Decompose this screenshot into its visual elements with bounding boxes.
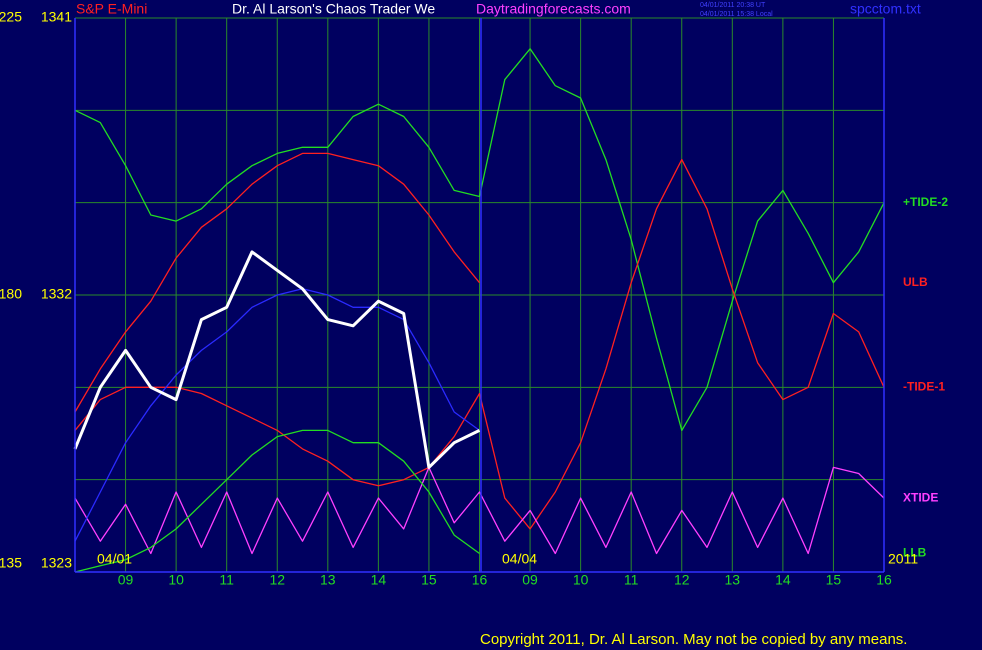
x-tick-label: 09 xyxy=(522,572,538,588)
y2-tick-label: 1332 xyxy=(41,286,72,302)
y2-tick-label: 1323 xyxy=(41,555,72,571)
x-tick-label: 10 xyxy=(573,572,589,588)
year-label: 2011 xyxy=(888,551,918,567)
x-tick-label: 14 xyxy=(371,572,387,588)
x-tick-label: 13 xyxy=(320,572,336,588)
x-tick-label: 12 xyxy=(674,572,690,588)
site: Daytradingforecasts.com xyxy=(476,1,631,17)
series-label: -TIDE-1 xyxy=(903,380,945,394)
series-label: XTIDE xyxy=(903,490,938,504)
timestamp-local: 04/01/2011 15:38 Local xyxy=(700,11,773,18)
series-line xyxy=(74,158,885,530)
x-tick-label: 15 xyxy=(421,572,437,588)
series-label: +TIDE-2 xyxy=(903,195,948,209)
x-tick-label: 10 xyxy=(168,572,184,588)
x-tick-label: 11 xyxy=(624,572,639,588)
series-line xyxy=(74,429,480,573)
copyright: Copyright 2011, Dr. Al Larson. May not b… xyxy=(480,631,907,648)
y2-tick-label: 1341 xyxy=(41,9,72,25)
series-line xyxy=(74,48,885,432)
instrument: S&P E-Mini xyxy=(76,1,147,17)
series-line xyxy=(74,152,481,413)
labels: 09 10 11 12 13 14 15 16 09 10 11 12 13 14 15 16 135 180 22… xyxy=(0,9,948,588)
title: Dr. Al Larson's Chaos Trader We xyxy=(232,1,435,17)
series-line xyxy=(74,288,480,542)
y-tick-label: 180 xyxy=(0,286,22,302)
x-tick-label: 11 xyxy=(219,572,234,588)
y-tick-label: 135 xyxy=(0,555,22,571)
series-label: LLB xyxy=(903,546,927,560)
plot-lines xyxy=(73,48,885,573)
y-tick-label: 225 xyxy=(0,9,22,25)
x-tick-label: 12 xyxy=(269,572,285,588)
x-tick-label: 09 xyxy=(118,572,134,588)
series-label: ULB xyxy=(903,275,928,289)
timestamp-ut: 04/01/2011 20:38 UT xyxy=(700,2,766,9)
x-tick-label: 15 xyxy=(826,572,842,588)
x-tick-label: 13 xyxy=(725,572,741,588)
date-label: 04/01 xyxy=(97,551,132,567)
series-line xyxy=(73,250,481,469)
x-tick-label: 16 xyxy=(876,572,892,588)
x-tick-label: 16 xyxy=(472,572,488,588)
x-tick-label: 14 xyxy=(775,572,791,588)
file-name: spcctom.txt xyxy=(850,1,921,17)
date-label: 04/04 xyxy=(502,551,537,567)
series-line xyxy=(74,466,885,555)
